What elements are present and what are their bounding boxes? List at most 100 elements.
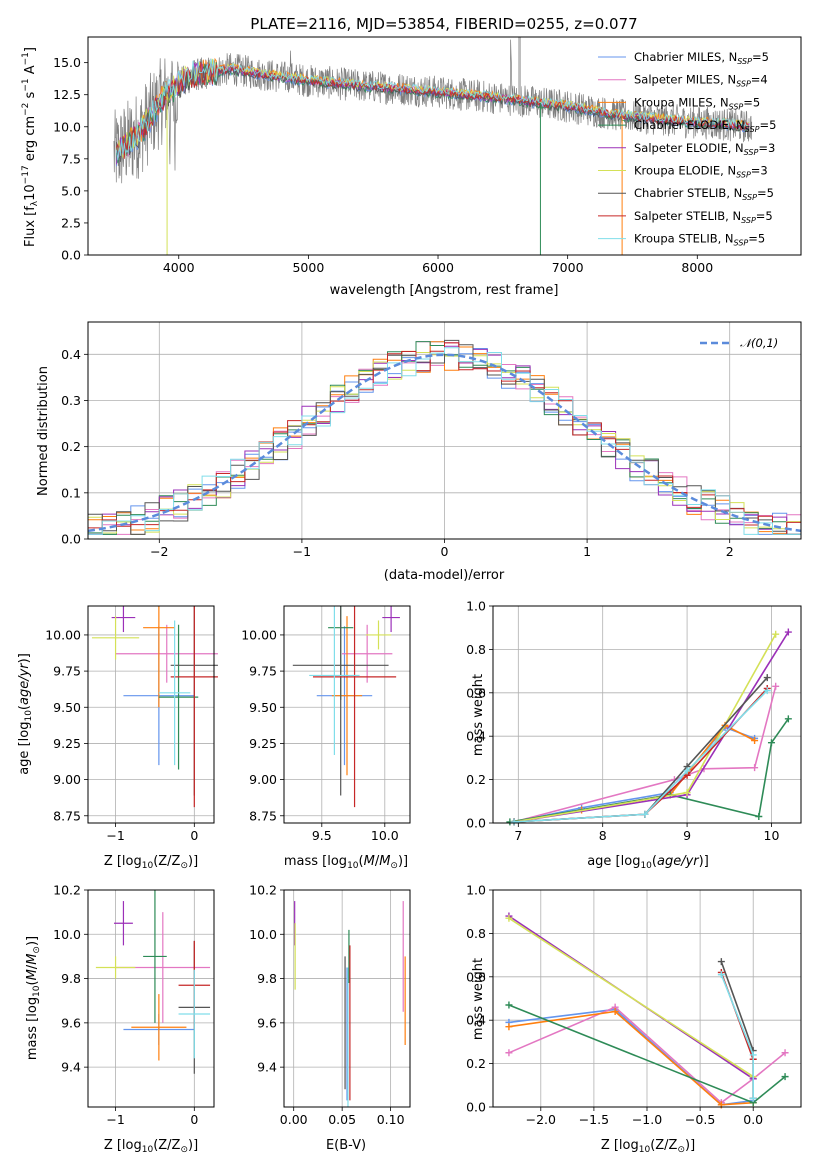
weight-series-line — [720, 961, 754, 1099]
x-tick-label: 1 — [583, 544, 591, 559]
y-tick-label: 0.0 — [466, 1100, 486, 1115]
y-tick-label: 8.75 — [249, 808, 277, 823]
weight-point-marker — [505, 1049, 513, 1057]
y-tick-label: 9.00 — [53, 772, 81, 787]
age-mass-xlabel: mass [log10(M/M⊙)] — [284, 854, 408, 871]
residuals-legend: 𝒩(0,1) — [700, 336, 778, 350]
mass-Z-xlabel: Z [log10(Z/Z⊙)] — [104, 1138, 198, 1155]
weight-age-xlabel: age [log10(age/yr)] — [587, 854, 709, 871]
weight-point-marker — [772, 682, 780, 690]
weight-Z-panel: −2.0 −1.5 −1.0 −0.5 0.0 0.0 0.2 0.4 0.6 0.8 1.0 — [466, 883, 802, 1127]
legend-entry: Kroupa MILES, NSSP=5 — [634, 95, 760, 111]
weight-point-marker — [611, 1008, 619, 1016]
y-tick-label: 0.0 — [466, 816, 486, 831]
legend-subscript: SSP — [745, 125, 760, 134]
y-tick-label: 2.5 — [61, 215, 81, 230]
axes-frame — [283, 605, 411, 824]
weight-point-marker — [763, 674, 771, 682]
axes-frame — [87, 321, 802, 540]
x-tick-label: −2.0 — [526, 1112, 556, 1127]
legend-entry: Salpeter ELODIE, NSSP=3 — [634, 141, 775, 157]
y-tick-label: 0.2 — [61, 439, 81, 454]
weight-point-marker — [751, 737, 759, 745]
y-tick-label: 0.2 — [466, 1056, 486, 1071]
weight-point-marker — [641, 810, 649, 818]
weight-point-marker — [784, 628, 792, 636]
weight-point-marker — [683, 789, 691, 797]
y-tick-label: 1.0 — [466, 599, 486, 614]
weight-point-marker — [751, 764, 759, 772]
mass-Z-ylabel: mass [log10(M/M⊙)] — [25, 936, 42, 1060]
spectrum-xlabel: wavelength [Angstrom, rest frame] — [330, 283, 559, 298]
legend-subscript: SSP — [737, 57, 752, 66]
y-tick-label: 0.8 — [466, 926, 486, 941]
x-tick-label: 10 — [764, 828, 780, 843]
weight-point-marker — [772, 630, 780, 638]
residuals-xlabel: (data-model)/error — [384, 568, 505, 583]
weight-point-marker — [763, 687, 771, 695]
model-spectrum-line — [116, 58, 750, 161]
residual-histogram — [88, 347, 801, 535]
x-tick-label: 9 — [683, 828, 691, 843]
spectrum-title: PLATE=2116, MJD=53854, FIBERID=0255, z=0… — [250, 15, 637, 33]
axes-frame — [87, 605, 215, 824]
y-tick-label: 10.0 — [249, 927, 277, 942]
mass-Z-panel: −1 0 9.4 9.6 9.8 10.0 10.2 — [53, 883, 215, 1127]
y-tick-label: 9.75 — [249, 664, 277, 679]
weight-Z-ylabel: mass weight — [471, 958, 486, 1040]
y-tick-label: 10.2 — [53, 883, 81, 898]
y-tick-label: 0.4 — [466, 1013, 486, 1028]
y-tick-label: 9.4 — [61, 1060, 81, 1075]
y-tick-label: 12.5 — [53, 87, 81, 102]
weight-point-marker — [755, 812, 763, 820]
y-tick-label: 0.6 — [466, 685, 486, 700]
legend-subscript: SSP — [734, 239, 749, 248]
residual-histogram — [88, 339, 801, 535]
weight-point-marker — [717, 971, 725, 979]
x-tick-label: −1.0 — [632, 1112, 662, 1127]
masked-region — [518, 37, 521, 114]
y-tick-label: 10.00 — [45, 627, 81, 642]
legend-entry: Chabrier STELIB, NSSP=5 — [634, 186, 774, 202]
legend-count: =5 — [757, 186, 774, 200]
x-tick-label: −1.5 — [579, 1112, 609, 1127]
x-tick-label: −0.5 — [685, 1112, 715, 1127]
weight-point-marker — [767, 739, 775, 747]
spectrum-legend: Chabrier MILES, NSSP=5 Salpeter MILES, NS… — [598, 50, 776, 248]
spectrum-panel: PLATE=2116, MJD=53854, FIBERID=0255, z=0… — [21, 15, 802, 298]
y-tick-label: 0.1 — [61, 485, 81, 500]
mass-EBV-panel: 0.00 0.05 0.10 9.4 9.6 9.8 10.0 10.2 — [249, 883, 411, 1127]
x-tick-label: 8000 — [681, 260, 713, 275]
x-tick-label: −2 — [150, 544, 168, 559]
weight-series-line — [514, 690, 768, 823]
y-tick-label: 0.6 — [466, 969, 486, 984]
axes-frame — [283, 889, 411, 1108]
y-tick-label: 9.50 — [53, 700, 81, 715]
legend-count: =5 — [752, 50, 769, 64]
age-Z-ylabel: age [log10(age/yr)] — [17, 653, 34, 775]
weight-age-ylabel: mass weight — [471, 674, 486, 756]
weight-point-marker — [749, 1094, 757, 1102]
x-tick-label: 9.5 — [312, 828, 332, 843]
y-tick-label: 1.0 — [466, 883, 486, 898]
weight-point-marker — [717, 958, 725, 966]
legend-entry: Salpeter STELIB, NSSP=5 — [634, 209, 773, 225]
x-tick-label: 8 — [599, 828, 607, 843]
legend-count: =3 — [751, 164, 768, 178]
y-tick-label: 10.0 — [53, 119, 81, 134]
y-tick-label: 9.6 — [61, 1015, 81, 1030]
weight-Z-xlabel: Z [log10(Z/Z⊙)] — [601, 1138, 695, 1155]
x-tick-label: 4000 — [163, 260, 195, 275]
weight-series-line — [508, 917, 754, 1078]
y-tick-label: 9.00 — [249, 772, 277, 787]
y-tick-label: 0.4 — [61, 347, 81, 362]
y-tick-label: 0.3 — [61, 393, 81, 408]
legend-subscript: SSP — [742, 193, 757, 202]
y-tick-label: 0.0 — [61, 248, 81, 263]
y-tick-label: 9.25 — [53, 736, 81, 751]
x-tick-label: 7000 — [552, 260, 584, 275]
y-tick-label: 9.4 — [257, 1060, 277, 1075]
x-tick-label: 2 — [726, 544, 734, 559]
y-tick-label: 9.8 — [61, 971, 81, 986]
